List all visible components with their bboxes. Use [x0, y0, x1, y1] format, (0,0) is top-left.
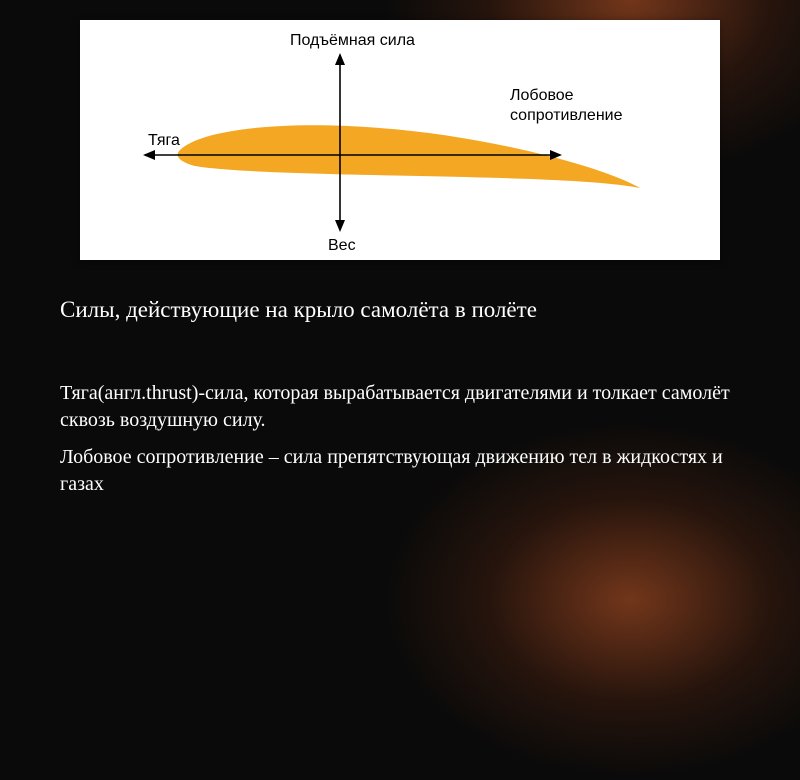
label-drag-line2: сопротивление [510, 107, 623, 124]
diagram-svg: Подъёмная сила Вес Тяга Лобовое сопротив… [80, 20, 720, 260]
paragraph-thrust: Тяга(англ.thrust)-сила, которая вырабаты… [60, 380, 740, 434]
slide-body: Тяга(англ.thrust)-сила, которая вырабаты… [60, 380, 740, 498]
slide-title: Силы, действующие на крыло самолёта в по… [60, 295, 740, 325]
airfoil-shape [178, 125, 640, 188]
paragraph-drag: Лобовое сопротивление – сила препятствую… [60, 444, 740, 498]
label-thrust: Тяга [148, 132, 180, 149]
force-diagram: Подъёмная сила Вес Тяга Лобовое сопротив… [80, 20, 720, 260]
label-lift: Подъёмная сила [290, 32, 415, 49]
label-weight: Вес [328, 237, 356, 254]
label-drag-line1: Лобовое [510, 87, 574, 104]
